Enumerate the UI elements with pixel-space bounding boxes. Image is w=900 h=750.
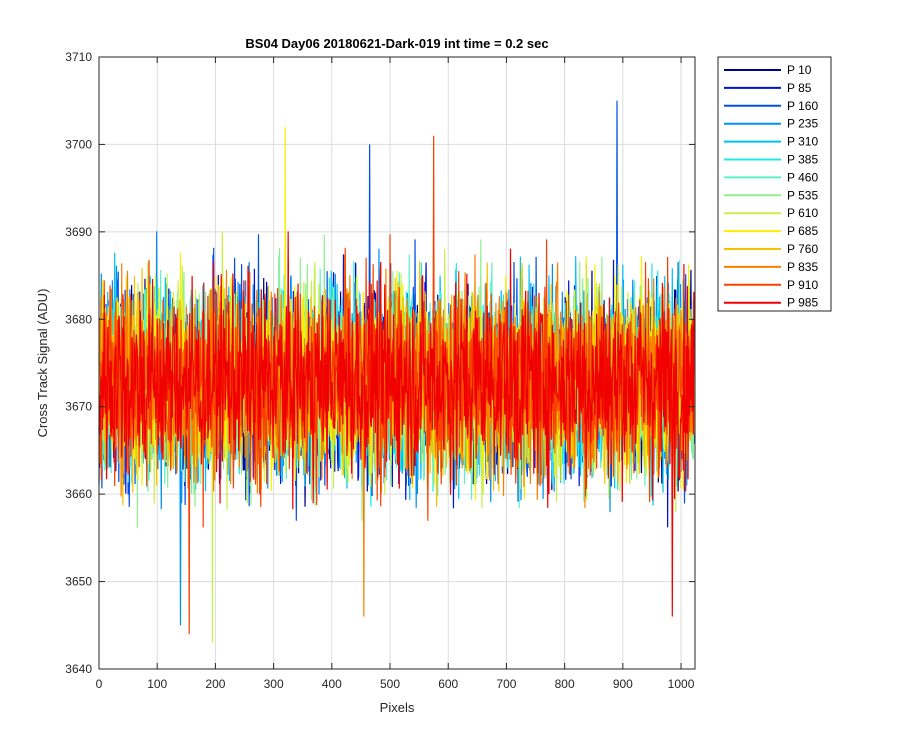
x-tick-label: 1000	[668, 677, 695, 691]
y-tick-label: 3680	[65, 312, 92, 326]
y-tick-label: 3650	[65, 575, 92, 589]
x-tick-label: 700	[496, 677, 516, 691]
legend-label: P 385	[787, 153, 818, 167]
legend-label: P 160	[787, 99, 818, 113]
legend-label: P 235	[787, 117, 818, 131]
y-tick-label: 3700	[65, 137, 92, 151]
x-tick-label: 0	[96, 677, 103, 691]
x-tick-label: 800	[555, 677, 575, 691]
legend-label: P 685	[787, 224, 818, 238]
x-tick-label: 400	[322, 677, 342, 691]
x-tick-label: 200	[205, 677, 225, 691]
legend-label: P 460	[787, 170, 818, 184]
y-axis: 3640 3650 3660 3670 3680 3690 3700 3710	[65, 50, 695, 676]
x-tick-label: 500	[380, 677, 400, 691]
x-tick-label: 600	[438, 677, 458, 691]
legend-label: P 835	[787, 260, 818, 274]
legend-label: P 985	[787, 296, 818, 310]
y-tick-label: 3670	[65, 400, 92, 414]
x-tick-label: 100	[147, 677, 167, 691]
x-tick-label: 300	[264, 677, 284, 691]
series-line-p985	[98, 231, 696, 617]
plot-frame	[98, 56, 696, 670]
y-tick-label: 3640	[65, 662, 92, 676]
y-tick-label: 3710	[65, 50, 92, 64]
x-axis-label: Pixels	[380, 700, 415, 715]
y-tick-label: 3660	[65, 487, 92, 501]
legend-label: P 910	[787, 278, 818, 292]
legend-label: P 10	[787, 63, 812, 77]
y-tick-label: 3690	[65, 225, 92, 239]
legend-label: P 535	[787, 188, 818, 202]
legend-label: P 760	[787, 242, 818, 256]
chart-title: BS04 Day06 20180621-Dark-019 int time = …	[245, 36, 548, 51]
y-axis-label: Cross Track Signal (ADU)	[35, 289, 50, 438]
x-tick-label: 900	[613, 677, 633, 691]
legend-label: P 310	[787, 135, 818, 149]
legend-label: P 610	[787, 206, 818, 220]
legend-box	[717, 56, 832, 312]
legend-label: P 85	[787, 81, 812, 95]
x-axis: 0 100 200 300 400 500 600 700 800 900 1000	[96, 57, 695, 691]
legend: P 10 P 85 P 160 P 235 P 310 P 385 P 460 P 535 P …	[717, 56, 832, 312]
series-layer	[98, 100, 696, 643]
